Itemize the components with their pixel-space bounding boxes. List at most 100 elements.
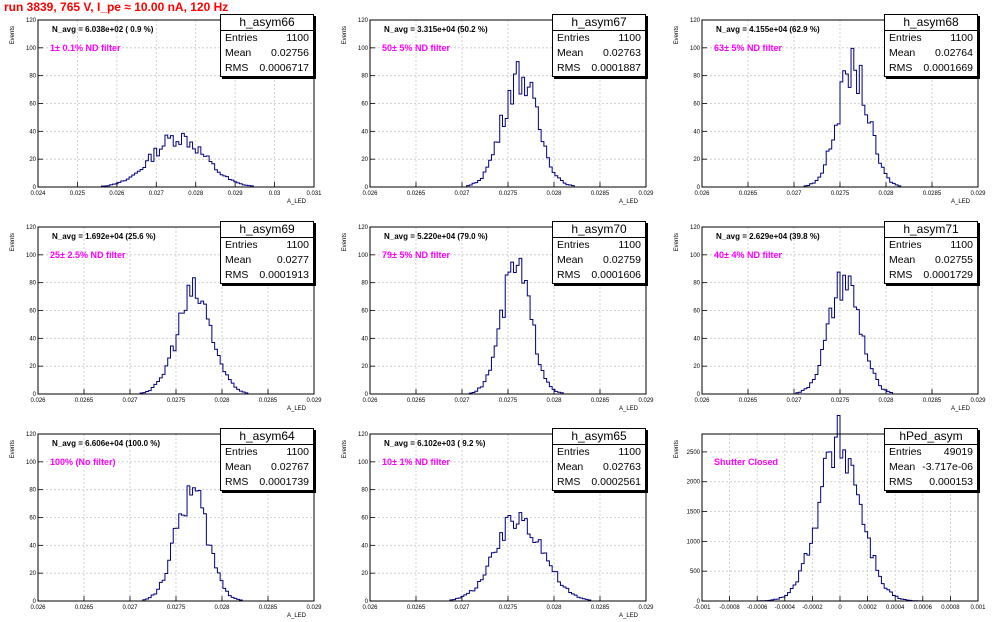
y-tick-label: 60 [29, 309, 36, 315]
filter-label: 1± 0.1% ND filter [50, 43, 121, 53]
stats-key: RMS [557, 62, 581, 74]
y-tick-label: 20 [693, 364, 700, 370]
histogram-panel-h_asym69: 0.026 0.0265 0.027 0.0275 0.028 0.0285 0.029 0 2… [0, 207, 332, 414]
y-tick-label: 60 [693, 309, 700, 315]
stats-title: h_asym64 [221, 429, 313, 445]
histogram-panel-hPed_asym: -0.001 -0.0008 -0.0006 -0.0004 -0.0002 0 0.000… [664, 414, 996, 621]
y-tick-label: 0 [697, 185, 701, 191]
x-tick-label: 0.0008 [941, 605, 960, 611]
histogram-svg: 0.026 0.0265 0.027 0.0275 0.028 0.0285 0.029 0 2… [674, 18, 986, 205]
x-axis-label: A_LED [287, 406, 307, 412]
y-tick-label: 40 [29, 543, 36, 549]
histogram-svg: 0.026 0.0265 0.027 0.0275 0.028 0.0285 0.029 0 2… [10, 225, 322, 412]
stats-box: h_asym66 Entries 1100 Mean 0.02756 RMS 0.00067… [220, 14, 314, 77]
stats-title: h_asym71 [885, 222, 977, 238]
y-tick-label: 1500 [687, 510, 701, 516]
x-tick-label: 0.029 [306, 605, 322, 611]
x-tick-label: 0.0275 [499, 191, 518, 197]
y-axis-label: Events [10, 440, 16, 458]
x-tick-label: 0.029 [638, 398, 654, 404]
histogram-line [38, 132, 314, 188]
y-tick-label: 80 [693, 281, 700, 287]
y-tick-label: 120 [358, 432, 369, 438]
stats-row-rms: RMS 0.0001669 [885, 61, 977, 76]
stats-value: -3.717e-06 [922, 461, 973, 473]
y-tick-label: 100 [26, 46, 37, 52]
stats-box: hPed_asym Entries 49019 Mean -3.717e-06 RMS 0.… [884, 428, 978, 491]
x-tick-label: 0.03 [269, 191, 281, 197]
y-tick-label: 100 [358, 46, 369, 52]
histogram-panel-h_asym70: 0.026 0.0265 0.027 0.0275 0.028 0.0285 0.029 0 2… [332, 207, 664, 414]
stats-value: 1100 [618, 446, 641, 458]
x-tick-label: 0.027 [786, 398, 802, 404]
stats-key: Mean [225, 461, 252, 473]
filter-label: 10± 1% ND filter [382, 457, 450, 467]
x-tick-label: 0.027 [454, 398, 470, 404]
histogram-panel-h_asym67: 0.026 0.0265 0.027 0.0275 0.028 0.0285 0.029 0 2… [332, 0, 664, 207]
stats-row-entries: Entries 1100 [553, 445, 645, 460]
stats-title: hPed_asym [885, 429, 977, 445]
x-tick-label: 0.029 [306, 398, 322, 404]
x-tick-label: 0.029 [970, 191, 986, 197]
stats-value: 49019 [943, 446, 973, 458]
stats-row-mean: Mean 0.02755 [885, 253, 977, 268]
stats-row-entries: Entries 1100 [885, 238, 977, 253]
x-tick-label: 0.026 [694, 191, 710, 197]
x-tick-label: -0.0002 [802, 605, 823, 611]
stats-value: 0.02759 [603, 254, 641, 266]
stats-value: 0.0001913 [259, 269, 309, 281]
x-tick-label: -0.0004 [775, 605, 796, 611]
stats-value: 1100 [286, 446, 309, 458]
x-tick-label: 0.0265 [407, 398, 426, 404]
stats-value: 1100 [950, 32, 973, 44]
x-tick-label: 0.0275 [499, 398, 518, 404]
stats-key: Mean [889, 254, 916, 266]
y-tick-label: 40 [29, 129, 36, 135]
stats-box: h_asym69 Entries 1100 Mean 0.0277 RMS 0.000191… [220, 221, 314, 284]
stats-value: 0.0001669 [923, 62, 973, 74]
stats-row-rms: RMS 0.0001729 [885, 268, 977, 283]
y-tick-label: 100 [26, 253, 37, 259]
stats-key: Entries [225, 32, 258, 44]
x-tick-label: 0.028 [546, 191, 562, 197]
y-tick-label: 60 [361, 102, 368, 108]
navg-label: N_avg = 4.155e+04 (62.9 %) [716, 25, 820, 34]
stats-key: Mean [225, 47, 252, 59]
x-tick-label: 0.026 [30, 605, 46, 611]
y-tick-label: 20 [361, 157, 368, 163]
stats-row-rms: RMS 0.0001606 [553, 268, 645, 283]
y-tick-label: 0 [697, 599, 701, 605]
x-tick-label: 0.028 [878, 398, 894, 404]
y-tick-label: 60 [29, 516, 36, 522]
navg-label: N_avg = 6.102e+03 ( 9.2 %) [384, 439, 486, 448]
histogram-svg: 0.026 0.0265 0.027 0.0275 0.028 0.0285 0.029 0 2… [342, 18, 654, 205]
stats-value: 1100 [286, 32, 309, 44]
y-tick-label: 80 [693, 74, 700, 80]
histogram-panel-h_asym64: 0.026 0.0265 0.027 0.0275 0.028 0.0285 0.029 0 2… [0, 414, 332, 621]
stats-value: 0.0001729 [923, 269, 973, 281]
run-title: run 3839, 765 V, I_pe ≈ 10.00 nA, 120 Hz [4, 0, 229, 14]
y-tick-label: 60 [361, 309, 368, 315]
stats-key: RMS [889, 62, 913, 74]
y-tick-label: 20 [693, 157, 700, 163]
x-tick-label: -0.0008 [719, 605, 740, 611]
x-tick-label: 0.031 [306, 191, 322, 197]
histogram-panel-h_asym71: 0.026 0.0265 0.027 0.0275 0.028 0.0285 0.029 0 2… [664, 207, 996, 414]
stats-value: 0.02767 [271, 461, 309, 473]
y-tick-label: 40 [29, 336, 36, 342]
x-tick-label: 0.026 [30, 398, 46, 404]
stats-key: Entries [557, 446, 590, 458]
stats-row-entries: Entries 1100 [221, 445, 313, 460]
stats-key: RMS [557, 269, 581, 281]
stats-title: h_asym68 [885, 15, 977, 31]
stats-key: Entries [889, 32, 922, 44]
x-tick-label: 0.026 [362, 605, 378, 611]
x-tick-label: 0.025 [70, 191, 86, 197]
x-tick-label: 0.027 [122, 605, 138, 611]
navg-label: N_avg = 2.629e+04 (39.8 %) [716, 232, 820, 241]
filter-label: 100% (No filter) [50, 457, 116, 467]
x-tick-label: 0.027 [149, 191, 165, 197]
stats-key: RMS [557, 476, 581, 488]
y-tick-label: 120 [26, 225, 37, 231]
y-tick-label: 120 [26, 432, 37, 438]
